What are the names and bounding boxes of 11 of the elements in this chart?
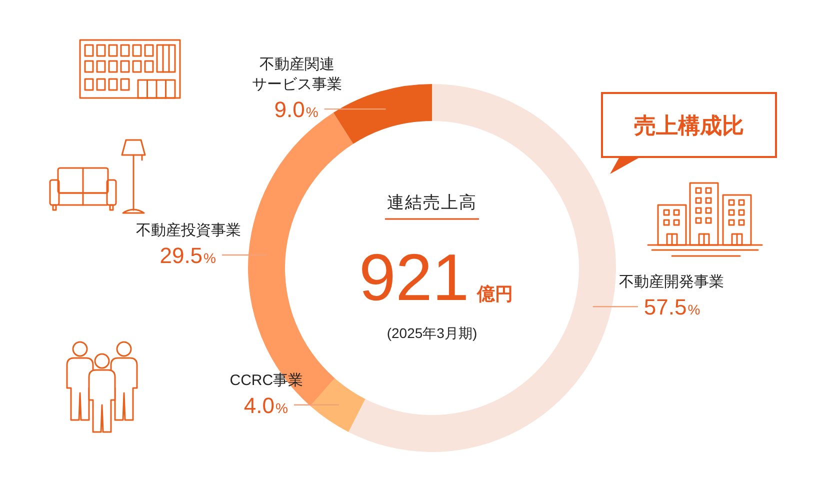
text: 連結売上高 [387,193,477,212]
data-label: 9.0% [274,97,318,122]
title-callout: 売上構成比 [601,92,777,174]
data-label: 57.5% [644,294,700,320]
text: (2025年3月期) [386,325,478,341]
slice-label: 不動産投資事業 [136,222,241,240]
slice-label: 不動産関連サービス事業 [252,56,342,94]
slice-label: 不動産開発事業 [619,274,724,291]
slice-label: CCRC事業 [230,372,304,389]
data-label: 4.0% [244,392,288,418]
data-label: 29.5% [160,243,216,268]
